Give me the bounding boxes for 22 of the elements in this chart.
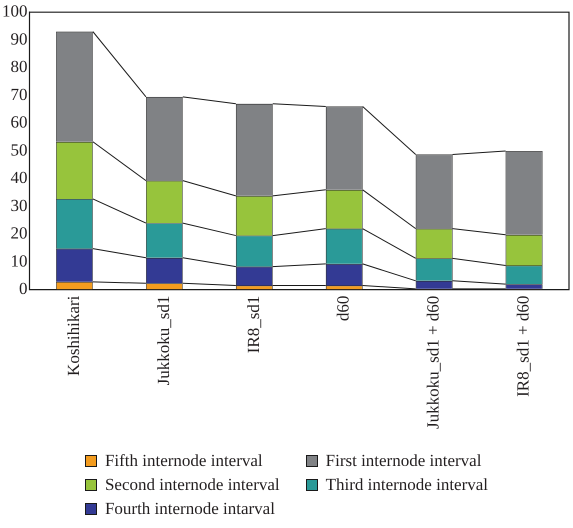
legend-label: Second internode interval — [104, 475, 280, 495]
x-tick-label: IR8_sd1 + d60 — [514, 296, 533, 397]
x-tick-label: Jukkoku_sd1 + d60 — [424, 296, 443, 430]
x-tick-label: Jukkoku_sd1 — [154, 296, 173, 386]
legend-label: Fourth internode intarval — [104, 499, 275, 519]
y-tick-label: 90 — [10, 29, 28, 48]
legend-label: Fifth internode interval — [104, 451, 263, 471]
y-tick-label: 0 — [19, 279, 28, 298]
y-tick-label: 30 — [10, 196, 28, 215]
y-tick-label: 70 — [10, 84, 28, 104]
x-tick-label: IR8_sd1 — [244, 296, 263, 354]
y-tick-label: 20 — [10, 224, 28, 243]
y-tick-label: 80 — [10, 57, 28, 76]
x-tick-label: d60 — [334, 296, 353, 322]
y-tick-label: 100 — [2, 2, 28, 21]
y-tick-label: 10 — [10, 251, 28, 270]
y-tick-label: 60 — [10, 112, 28, 132]
legend-label: First internode interval — [326, 451, 482, 471]
y-tick-label: 40 — [10, 168, 28, 188]
legend-label: Third internode interval — [326, 475, 488, 495]
y-tick-label: 50 — [10, 140, 28, 160]
x-tick-label: Koshihikari — [64, 295, 83, 376]
